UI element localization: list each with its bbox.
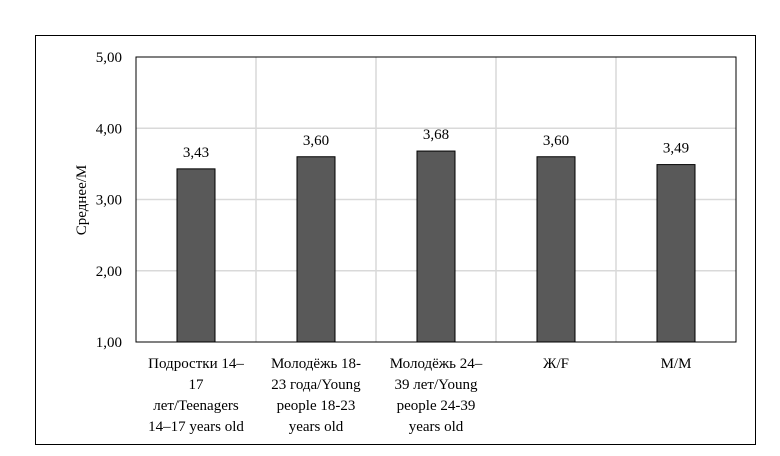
x-tick-label: лет/Teenagers	[153, 398, 239, 414]
bar	[176, 168, 216, 343]
y-axis-label: Среднее/M	[74, 165, 90, 235]
x-tick-label: Молодёжь 24–	[390, 356, 483, 372]
y-tick-label: 2,00	[96, 264, 122, 280]
bar	[536, 156, 576, 343]
data-label: 3,43	[183, 145, 209, 161]
x-tick-label: Ж/F	[543, 356, 569, 372]
x-tick-label: years old	[409, 419, 464, 435]
x-tick-label: Подростки 14–	[148, 356, 244, 372]
x-tick-label: people 24-39	[397, 398, 476, 414]
x-tick-label: 39 лет/Young	[395, 377, 478, 393]
data-label: 3,49	[663, 141, 689, 157]
x-tick-label: 17	[189, 377, 205, 393]
chart-frame	[35, 35, 756, 445]
x-tick-label: years old	[289, 419, 344, 435]
y-tick-label: 1,00	[96, 335, 122, 351]
y-tick-label: 3,00	[96, 193, 122, 209]
x-tick-label: М/M	[661, 356, 692, 372]
bar	[416, 150, 456, 343]
y-tick-label: 5,00	[96, 50, 122, 66]
data-label: 3,60	[543, 133, 569, 149]
y-tick-label: 4,00	[96, 121, 122, 137]
x-tick-label: people 18-23	[277, 398, 356, 414]
data-label: 3,68	[423, 127, 449, 143]
data-label: 3,60	[303, 133, 329, 149]
bar	[656, 164, 696, 343]
x-tick-label: 14–17 years old	[148, 419, 244, 435]
bar	[296, 156, 336, 343]
x-tick-label: Молодёжь 18-	[271, 356, 361, 372]
x-tick-label: 23 года/Young	[271, 377, 361, 393]
